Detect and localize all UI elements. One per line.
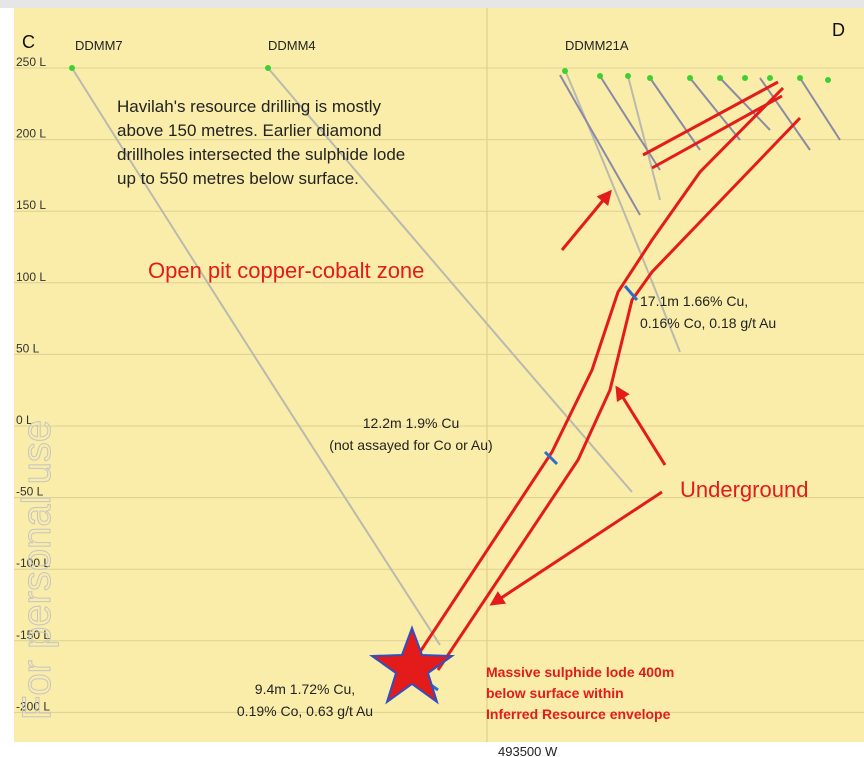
drillhole: [627, 75, 661, 201]
intercept-mark: [543, 450, 559, 466]
collars: [69, 65, 831, 83]
level-label: -50 L: [16, 485, 44, 499]
level-label: 0 L: [16, 413, 33, 427]
drillhole: [267, 67, 633, 493]
collar: [742, 75, 748, 81]
drillhole: [649, 77, 701, 151]
collar: [562, 68, 568, 74]
lode-hangingwall: [418, 86, 785, 653]
arrows: [489, 189, 667, 606]
collar: [825, 77, 831, 83]
level-label: 250 L: [16, 55, 46, 69]
lode-label: Massive sulphide lode 400m below surface …: [486, 664, 674, 722]
text-line: 0.19% Co, 0.63 g/t Au: [237, 703, 373, 719]
text-line: Inferred Resource envelope: [486, 706, 671, 722]
level-label: -100 L: [16, 556, 50, 570]
intercept-label: 17.1m 1.66% Cu, 0.16% Co, 0.18 g/t Au: [640, 293, 776, 331]
corner-label: D: [832, 20, 845, 40]
collar: [265, 65, 271, 71]
text-line: (not assayed for Co or Au): [329, 437, 492, 453]
text-line: drillholes intersected the sulphide lode: [117, 145, 405, 164]
top-strip: [0, 0, 864, 8]
lode-footwall: [436, 116, 802, 671]
text-line: below surface within: [486, 685, 624, 701]
hole-label: DDMM7: [75, 38, 123, 53]
lode-splay: [651, 94, 783, 170]
open-pit-label: Open pit copper-cobalt zone: [148, 258, 424, 283]
collar: [767, 75, 773, 81]
arrow: [489, 490, 663, 606]
drillhole: [799, 77, 841, 141]
collar: [69, 65, 75, 71]
collar: [625, 73, 631, 79]
intercept-label: 9.4m 1.72% Cu, 0.19% Co, 0.63 g/t Au: [237, 681, 373, 719]
watermark: For personal use: [15, 420, 59, 720]
collar: [797, 75, 803, 81]
intercept-mark: [623, 285, 639, 301]
collar: [647, 75, 653, 81]
lode-splay: [642, 80, 779, 157]
underground-label: Underground: [680, 477, 808, 502]
intercept-label: 12.2m 1.9% Cu (not assayed for Co or Au): [329, 415, 492, 453]
drillhole: [564, 69, 681, 353]
drillhole: [71, 67, 441, 646]
level-label: 150 L: [16, 198, 46, 212]
hole-label: DDMM4: [268, 38, 316, 53]
drillhole: [689, 77, 741, 141]
easting-label: 493500 W: [498, 744, 558, 757]
text-line: 0.16% Co, 0.18 g/t Au: [640, 315, 776, 331]
drillhole: [559, 74, 641, 216]
section-area: [14, 8, 864, 742]
summary: Havilah's resource drilling is mostly abo…: [117, 97, 405, 188]
drillhole: [759, 77, 811, 151]
text-line: above 150 metres. Earlier diamond: [117, 121, 382, 140]
arrow: [560, 189, 612, 251]
level-label: -200 L: [16, 699, 50, 713]
arrow: [615, 385, 667, 466]
text-line: Havilah's resource drilling is mostly: [117, 97, 381, 116]
hole-label: DDMM21A: [565, 38, 629, 53]
drillhole: [599, 75, 661, 171]
text-line: 12.2m 1.9% Cu: [363, 415, 460, 431]
level-label: 200 L: [16, 127, 46, 141]
level-label: 100 L: [16, 270, 46, 284]
level-label: -150 L: [16, 628, 50, 642]
level-label: 50 L: [16, 341, 40, 355]
collar: [687, 75, 693, 81]
collar: [597, 73, 603, 79]
drillhole: [719, 77, 771, 131]
collar: [717, 75, 723, 81]
text-line: 9.4m 1.72% Cu,: [255, 681, 355, 697]
text-line: 17.1m 1.66% Cu,: [640, 293, 748, 309]
lode: [418, 80, 802, 671]
text-line: Massive sulphide lode 400m: [486, 664, 674, 680]
text-line: up to 550 metres below surface.: [117, 169, 359, 188]
star: [368, 625, 456, 705]
corner-label: C: [22, 32, 35, 52]
drillholes: [71, 67, 841, 646]
